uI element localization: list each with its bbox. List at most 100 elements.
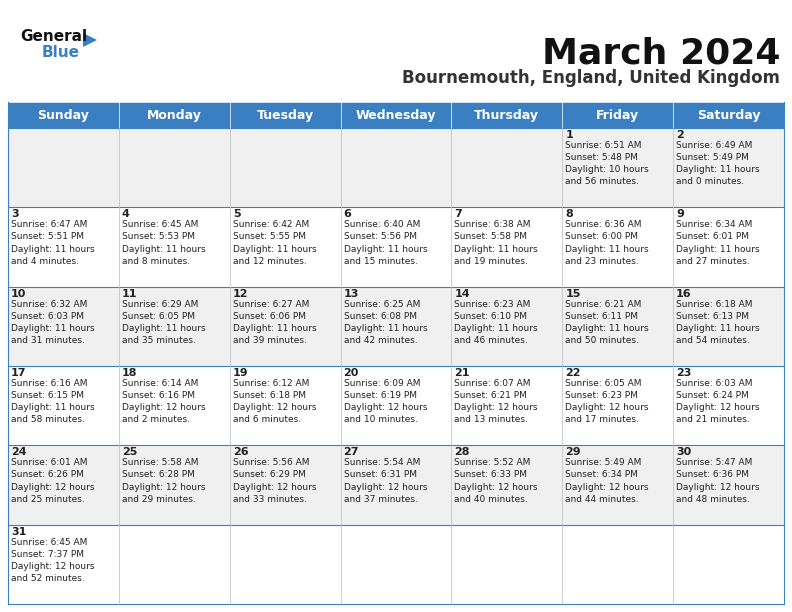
Text: Sunrise: 6:07 AM
Sunset: 6:21 PM
Daylight: 12 hours
and 13 minutes.: Sunrise: 6:07 AM Sunset: 6:21 PM Dayligh…	[455, 379, 538, 425]
Text: 19: 19	[233, 368, 249, 378]
Bar	[119, 102, 230, 128]
Bar	[230, 207, 341, 286]
Bar	[451, 102, 562, 128]
Bar	[341, 366, 451, 446]
Text: Tuesday: Tuesday	[257, 108, 314, 122]
Bar	[341, 446, 451, 524]
Bar	[673, 102, 784, 128]
Bar	[341, 207, 451, 286]
Bar	[451, 446, 562, 524]
Bar	[562, 102, 673, 128]
Bar	[119, 446, 230, 524]
Text: 30: 30	[676, 447, 691, 457]
Text: Sunrise: 6:29 AM
Sunset: 6:05 PM
Daylight: 11 hours
and 35 minutes.: Sunrise: 6:29 AM Sunset: 6:05 PM Dayligh…	[122, 300, 205, 345]
Text: 7: 7	[455, 209, 463, 219]
Bar	[8, 524, 119, 604]
Bar	[119, 286, 230, 366]
Text: Bournemouth, England, United Kingdom: Bournemouth, England, United Kingdom	[402, 69, 780, 87]
Text: Sunrise: 5:52 AM
Sunset: 6:33 PM
Daylight: 12 hours
and 40 minutes.: Sunrise: 5:52 AM Sunset: 6:33 PM Dayligh…	[455, 458, 538, 504]
Bar	[562, 286, 673, 366]
Text: 21: 21	[455, 368, 470, 378]
Bar	[562, 366, 673, 446]
Text: 26: 26	[233, 447, 249, 457]
Text: Sunrise: 6:49 AM
Sunset: 5:49 PM
Daylight: 11 hours
and 0 minutes.: Sunrise: 6:49 AM Sunset: 5:49 PM Dayligh…	[676, 141, 760, 187]
Text: Sunrise: 6:25 AM
Sunset: 6:08 PM
Daylight: 11 hours
and 42 minutes.: Sunrise: 6:25 AM Sunset: 6:08 PM Dayligh…	[344, 300, 427, 345]
Text: Sunrise: 6:01 AM
Sunset: 6:26 PM
Daylight: 12 hours
and 25 minutes.: Sunrise: 6:01 AM Sunset: 6:26 PM Dayligh…	[11, 458, 94, 504]
Text: 27: 27	[344, 447, 359, 457]
Bar	[451, 366, 562, 446]
Text: 24: 24	[11, 447, 27, 457]
Bar	[562, 524, 673, 604]
Bar	[341, 286, 451, 366]
Bar	[562, 207, 673, 286]
Text: Sunrise: 6:27 AM
Sunset: 6:06 PM
Daylight: 11 hours
and 39 minutes.: Sunrise: 6:27 AM Sunset: 6:06 PM Dayligh…	[233, 300, 316, 345]
Text: 23: 23	[676, 368, 691, 378]
Text: Sunrise: 5:58 AM
Sunset: 6:28 PM
Daylight: 12 hours
and 29 minutes.: Sunrise: 5:58 AM Sunset: 6:28 PM Dayligh…	[122, 458, 205, 504]
Bar	[230, 286, 341, 366]
Text: Sunrise: 6:09 AM
Sunset: 6:19 PM
Daylight: 12 hours
and 10 minutes.: Sunrise: 6:09 AM Sunset: 6:19 PM Dayligh…	[344, 379, 427, 425]
Text: Sunrise: 5:47 AM
Sunset: 6:36 PM
Daylight: 12 hours
and 48 minutes.: Sunrise: 5:47 AM Sunset: 6:36 PM Dayligh…	[676, 458, 760, 504]
Text: 17: 17	[11, 368, 26, 378]
Text: Sunrise: 6:05 AM
Sunset: 6:23 PM
Daylight: 12 hours
and 17 minutes.: Sunrise: 6:05 AM Sunset: 6:23 PM Dayligh…	[565, 379, 649, 425]
Text: 18: 18	[122, 368, 137, 378]
Text: 15: 15	[565, 289, 581, 299]
Text: Wednesday: Wednesday	[356, 108, 436, 122]
Text: General: General	[20, 29, 87, 44]
Text: Sunrise: 6:21 AM
Sunset: 6:11 PM
Daylight: 11 hours
and 50 minutes.: Sunrise: 6:21 AM Sunset: 6:11 PM Dayligh…	[565, 300, 649, 345]
Bar	[8, 446, 119, 524]
Text: March 2024: March 2024	[542, 37, 780, 71]
Text: Sunrise: 6:42 AM
Sunset: 5:55 PM
Daylight: 11 hours
and 12 minutes.: Sunrise: 6:42 AM Sunset: 5:55 PM Dayligh…	[233, 220, 316, 266]
Bar	[451, 207, 562, 286]
Bar	[8, 286, 119, 366]
Text: 5: 5	[233, 209, 240, 219]
Text: Sunrise: 6:32 AM
Sunset: 6:03 PM
Daylight: 11 hours
and 31 minutes.: Sunrise: 6:32 AM Sunset: 6:03 PM Dayligh…	[11, 300, 94, 345]
Text: Sunrise: 6:38 AM
Sunset: 5:58 PM
Daylight: 11 hours
and 19 minutes.: Sunrise: 6:38 AM Sunset: 5:58 PM Dayligh…	[455, 220, 538, 266]
Bar	[119, 366, 230, 446]
Text: Sunrise: 6:45 AM
Sunset: 5:53 PM
Daylight: 11 hours
and 8 minutes.: Sunrise: 6:45 AM Sunset: 5:53 PM Dayligh…	[122, 220, 205, 266]
Text: 12: 12	[233, 289, 248, 299]
Text: Sunrise: 6:16 AM
Sunset: 6:15 PM
Daylight: 11 hours
and 58 minutes.: Sunrise: 6:16 AM Sunset: 6:15 PM Dayligh…	[11, 379, 94, 425]
Bar	[673, 286, 784, 366]
Text: 28: 28	[455, 447, 470, 457]
Text: Sunrise: 5:56 AM
Sunset: 6:29 PM
Daylight: 12 hours
and 33 minutes.: Sunrise: 5:56 AM Sunset: 6:29 PM Dayligh…	[233, 458, 316, 504]
Text: 14: 14	[455, 289, 470, 299]
Text: Thursday: Thursday	[474, 108, 539, 122]
Bar	[8, 102, 119, 128]
Text: 6: 6	[344, 209, 352, 219]
Text: Sunrise: 6:47 AM
Sunset: 5:51 PM
Daylight: 11 hours
and 4 minutes.: Sunrise: 6:47 AM Sunset: 5:51 PM Dayligh…	[11, 220, 94, 266]
Text: Sunrise: 6:18 AM
Sunset: 6:13 PM
Daylight: 11 hours
and 54 minutes.: Sunrise: 6:18 AM Sunset: 6:13 PM Dayligh…	[676, 300, 760, 345]
Text: Sunrise: 5:49 AM
Sunset: 6:34 PM
Daylight: 12 hours
and 44 minutes.: Sunrise: 5:49 AM Sunset: 6:34 PM Dayligh…	[565, 458, 649, 504]
Text: 9: 9	[676, 209, 684, 219]
Bar	[341, 524, 451, 604]
Text: 1: 1	[565, 130, 573, 140]
Text: Sunrise: 5:54 AM
Sunset: 6:31 PM
Daylight: 12 hours
and 37 minutes.: Sunrise: 5:54 AM Sunset: 6:31 PM Dayligh…	[344, 458, 427, 504]
Text: 10: 10	[11, 289, 26, 299]
Bar	[562, 128, 673, 207]
Text: Sunrise: 6:45 AM
Sunset: 7:37 PM
Daylight: 12 hours
and 52 minutes.: Sunrise: 6:45 AM Sunset: 7:37 PM Dayligh…	[11, 538, 94, 583]
Text: Sunrise: 6:03 AM
Sunset: 6:24 PM
Daylight: 12 hours
and 21 minutes.: Sunrise: 6:03 AM Sunset: 6:24 PM Dayligh…	[676, 379, 760, 425]
Bar	[230, 366, 341, 446]
Bar	[119, 207, 230, 286]
Bar	[119, 524, 230, 604]
Bar	[8, 366, 119, 446]
Bar	[230, 128, 341, 207]
Bar	[8, 128, 119, 207]
Text: 31: 31	[11, 527, 26, 537]
Text: Sunrise: 6:34 AM
Sunset: 6:01 PM
Daylight: 11 hours
and 27 minutes.: Sunrise: 6:34 AM Sunset: 6:01 PM Dayligh…	[676, 220, 760, 266]
Bar	[673, 128, 784, 207]
Bar	[451, 286, 562, 366]
Bar	[562, 446, 673, 524]
Text: 2: 2	[676, 130, 684, 140]
Text: Sunday: Sunday	[37, 108, 89, 122]
Text: 8: 8	[565, 209, 573, 219]
Bar	[230, 446, 341, 524]
Text: 13: 13	[344, 289, 359, 299]
Bar	[230, 102, 341, 128]
Bar	[673, 207, 784, 286]
Text: Sunrise: 6:12 AM
Sunset: 6:18 PM
Daylight: 12 hours
and 6 minutes.: Sunrise: 6:12 AM Sunset: 6:18 PM Dayligh…	[233, 379, 316, 425]
Text: 3: 3	[11, 209, 19, 219]
Polygon shape	[83, 33, 97, 47]
Text: 16: 16	[676, 289, 691, 299]
Text: 29: 29	[565, 447, 581, 457]
Text: Monday: Monday	[147, 108, 202, 122]
